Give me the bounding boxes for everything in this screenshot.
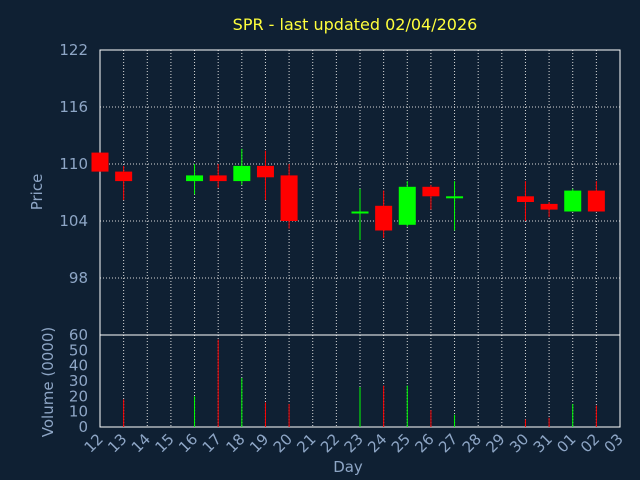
candle-body xyxy=(209,175,227,182)
price-axis-ticks: 98 104 110 116 122 xyxy=(59,41,88,287)
chart-title: SPR - last updated 02/04/2026 xyxy=(233,15,478,34)
candle-body xyxy=(516,196,534,202)
price-tick-label: 104 xyxy=(59,212,88,230)
price-tick-label: 98 xyxy=(69,269,88,287)
candle-body xyxy=(256,165,274,178)
candle-body xyxy=(540,203,558,210)
candle-body xyxy=(422,186,440,197)
candle-body xyxy=(91,152,109,172)
price-axis-label: Price xyxy=(28,174,46,211)
volume-axis-label: Volume (0000) xyxy=(39,327,57,437)
candle-body xyxy=(587,190,605,212)
candles xyxy=(91,148,605,240)
price-tick-label: 110 xyxy=(59,155,88,173)
candle-body xyxy=(115,171,133,182)
candle-body xyxy=(446,196,464,199)
price-tick-label: 116 xyxy=(59,98,88,116)
candle-body xyxy=(375,205,393,231)
candle-body xyxy=(186,175,204,182)
price-tick-label: 122 xyxy=(59,41,88,59)
candle-body xyxy=(280,175,298,221)
price-grid xyxy=(100,50,620,335)
candle-body xyxy=(398,186,416,225)
volume-tick-label: 30 xyxy=(69,372,88,390)
volume-tick-label: 40 xyxy=(69,357,88,375)
volume-tick-label: 20 xyxy=(69,387,88,405)
candle-body xyxy=(233,165,251,182)
candle-body xyxy=(564,190,582,212)
day-axis-label: Day xyxy=(333,458,363,476)
candle-body xyxy=(351,211,369,214)
volume-tick-label: 0 xyxy=(78,418,88,436)
volume-tick-label: 50 xyxy=(69,341,88,359)
volume-tick-label: 10 xyxy=(69,403,88,421)
volume-tick-label: 60 xyxy=(69,326,88,344)
day-axis-ticks: 1213141516171819202122232425262728293031… xyxy=(81,430,627,456)
volume-bars xyxy=(123,339,597,427)
